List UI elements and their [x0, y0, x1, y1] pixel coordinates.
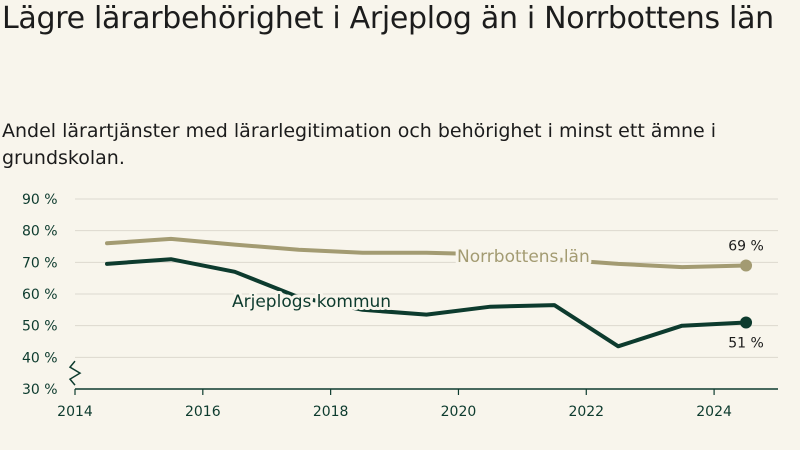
y-tick-label: 70 % [22, 255, 58, 271]
x-tick-label: 2018 [313, 404, 349, 420]
series-endpoint-lan [740, 259, 753, 272]
y-tick-label: 50 % [22, 319, 58, 335]
series-label-group-kommun: Arjeplogs kommun [229, 289, 394, 315]
gridlines [75, 198, 778, 358]
x-tick-label: 2024 [696, 404, 732, 420]
x-tick-label: 2022 [568, 404, 604, 420]
y-tick-label: 40 % [22, 350, 58, 366]
x-tick-label: 2016 [185, 404, 221, 420]
series-line-kommun [105, 257, 748, 349]
y-tick-label: 90 % [22, 192, 58, 208]
x-tick-label: 2020 [441, 404, 477, 420]
y-tick-label: 60 % [22, 287, 58, 303]
x-tick-label: 2014 [57, 404, 93, 420]
series-label-kommun: Arjeplogs kommun [232, 292, 391, 312]
chart-subtitle: Andel lärartjänster med lärarlegitimatio… [2, 120, 717, 169]
series-line-lan [105, 236, 748, 270]
axis-break-icon [68, 360, 82, 386]
series-endpoint-kommun [740, 316, 753, 329]
end-value-label-kommun: 51 % [728, 336, 764, 352]
axes: 30 % 40 % 50 % 60 % 70 % 80 % 90 % 2014 2016 2018… [22, 192, 778, 420]
end-value-label-lan: 69 % [728, 239, 764, 255]
y-tick-label: 80 % [22, 224, 58, 240]
series-label-lan: Norrbottens län [457, 247, 590, 267]
series-label-group-lan: Norrbottens län [454, 244, 593, 270]
labels: Norrbottens län Arjeplogs kommun 69 % 51 % [229, 239, 764, 352]
series [105, 236, 753, 349]
chart-title: Lägre lärarbehörighet i Arjeplog än i No… [2, 1, 774, 36]
y-tick-label: 30 % [22, 382, 58, 398]
